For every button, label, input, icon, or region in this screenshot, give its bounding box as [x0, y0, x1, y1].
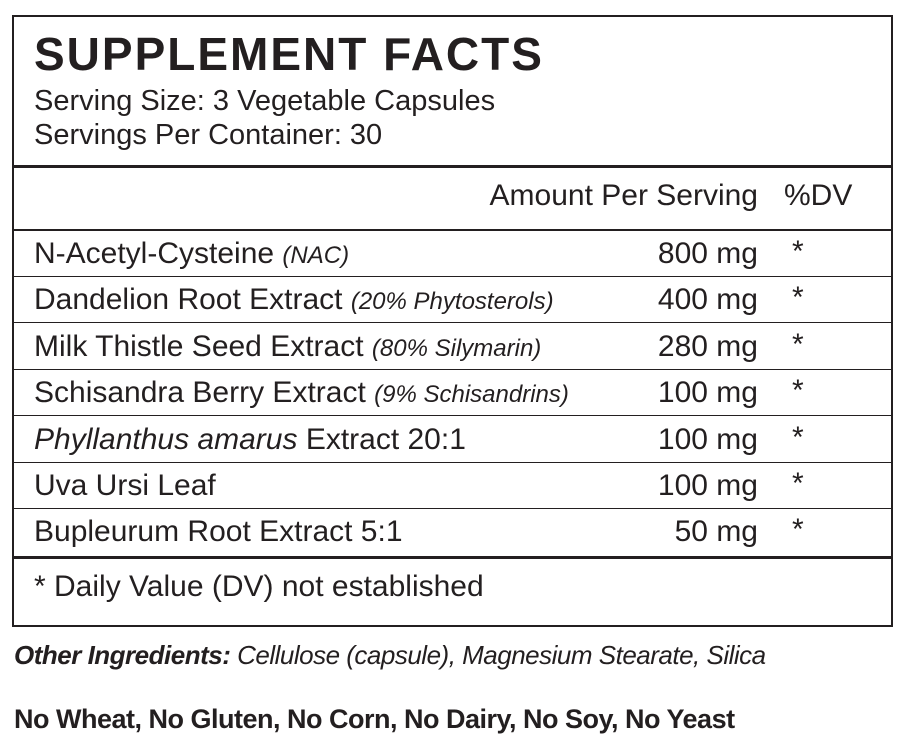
ingredient-row: Uva Ursi Leaf 100 mg *	[14, 463, 891, 509]
ingredient-name: Schisandra Berry Extract (9% Schisandrin…	[34, 376, 569, 410]
ingredient-row: Phyllanthus amarus Extract 20:1 100 mg *	[14, 417, 891, 463]
serving-size: Serving Size: 3 Vegetable Capsules	[34, 85, 496, 117]
supplement-facts-panel: SUPPLEMENT FACTS Serving Size: 3 Vegetab…	[12, 15, 893, 627]
ingredient-row: Bupleurum Root Extract 5:1 50 mg *	[14, 509, 891, 554]
ingredient-row: Dandelion Root Extract (20% Phytosterols…	[14, 277, 891, 324]
dv-header: %DV	[784, 179, 853, 212]
ingredient-row: Schisandra Berry Extract (9% Schisandrin…	[14, 370, 891, 417]
ingredient-name: Uva Ursi Leaf	[34, 469, 216, 503]
ingredient-name-text: N-Acetyl-Cysteine	[34, 237, 275, 270]
ingredient-amount: 100 mg	[657, 469, 758, 502]
other-ingredients-label: Other Ingredients:	[14, 640, 231, 670]
ingredient-dv: *	[792, 235, 804, 268]
ingredient-dv: *	[792, 327, 804, 361]
ingredient-name-italic: Phyllanthus amarus	[34, 422, 298, 456]
ingredient-dv: *	[792, 281, 804, 315]
ingredient-row: N-Acetyl-Cysteine (NAC) 800 mg *	[14, 231, 891, 277]
ingredient-dv: *	[792, 420, 804, 454]
ingredient-name: N-Acetyl-Cysteine (NAC)	[34, 237, 349, 271]
title: SUPPLEMENT FACTS	[34, 28, 544, 80]
ingredient-dv: *	[792, 467, 804, 500]
divider	[14, 556, 891, 559]
divider	[14, 229, 891, 231]
ingredient-amount: 100 mg	[657, 376, 758, 410]
ingredient-name: Bupleurum Root Extract 5:1	[34, 515, 403, 549]
ingredient-note: (9% Schisandrins)	[374, 381, 569, 409]
ingredient-amount: 280 mg	[657, 329, 758, 363]
ingredient-name: Milk Thistle Seed Extract (80% Silymarin…	[34, 330, 541, 364]
amount-header: Amount Per Serving	[489, 179, 758, 212]
ingredient-name: Dandelion Root Extract (20% Phytosterols…	[34, 283, 554, 317]
ingredient-name-text: Extract 20:1	[305, 422, 466, 456]
ingredient-name-text: Dandelion Root Extract	[34, 283, 343, 317]
ingredient-note: (NAC)	[282, 242, 350, 269]
ingredient-amount: 800 mg	[657, 237, 758, 270]
ingredient-name-text: Uva Ursi Leaf	[34, 469, 216, 502]
divider	[14, 165, 891, 168]
ingredient-amount: 400 mg	[657, 283, 758, 317]
allergens: No Wheat, No Gluten, No Corn, No Dairy, …	[14, 704, 735, 734]
ingredient-name-text: Bupleurum Root Extract 5:1	[34, 515, 403, 549]
ingredient-name-text: Schisandra Berry Extract	[34, 376, 366, 410]
ingredient-dv: *	[792, 513, 804, 547]
ingredient-amount: 50 mg	[674, 515, 758, 549]
servings-per-container: Servings Per Container: 30	[34, 119, 383, 151]
other-ingredients-text: Cellulose (capsule), Magnesium Stearate,…	[237, 640, 766, 670]
ingredient-row: Milk Thistle Seed Extract (80% Silymarin…	[14, 324, 891, 370]
ingredient-note: (20% Phytosterols)	[350, 288, 554, 316]
ingredient-name: Phyllanthus amarus Extract 20:1	[34, 423, 466, 457]
ingredient-note: (80% Silymarin)	[371, 334, 542, 362]
ingredient-name-text: Milk Thistle Seed Extract	[34, 329, 364, 363]
ingredient-dv: *	[792, 374, 804, 408]
ingredient-amount: 100 mg	[657, 422, 758, 456]
other-ingredients: Other Ingredients: Cellulose (capsule), …	[14, 640, 766, 671]
footnote: * Daily Value (DV) not established	[34, 570, 484, 603]
